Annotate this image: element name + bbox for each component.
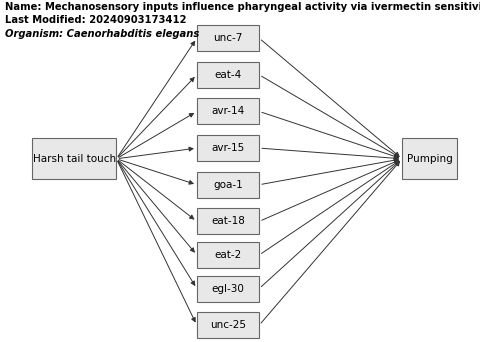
Text: eat-18: eat-18 [211, 216, 245, 226]
FancyBboxPatch shape [33, 138, 116, 180]
Text: eat-2: eat-2 [215, 250, 241, 260]
FancyBboxPatch shape [197, 208, 259, 234]
FancyBboxPatch shape [197, 135, 259, 161]
Text: Organism: Caenorhabditis elegans: Organism: Caenorhabditis elegans [5, 29, 199, 39]
Text: Pumping: Pumping [407, 154, 453, 164]
FancyBboxPatch shape [197, 25, 259, 51]
Text: avr-14: avr-14 [211, 106, 245, 117]
Text: Name: Mechanosensory inputs influence pharyngeal activity via ivermectin sensiti: Name: Mechanosensory inputs influence ph… [5, 2, 480, 12]
FancyBboxPatch shape [197, 312, 259, 338]
FancyBboxPatch shape [197, 242, 259, 268]
Text: avr-15: avr-15 [211, 143, 245, 153]
Text: eat-4: eat-4 [215, 70, 241, 80]
Text: Harsh tail touch: Harsh tail touch [33, 154, 116, 164]
Text: unc-25: unc-25 [210, 320, 246, 330]
Text: egl-30: egl-30 [212, 284, 244, 293]
FancyBboxPatch shape [197, 98, 259, 124]
FancyBboxPatch shape [402, 138, 457, 180]
FancyBboxPatch shape [197, 276, 259, 302]
Text: Last Modified: 20240903173412: Last Modified: 20240903173412 [5, 15, 186, 25]
Text: goa-1: goa-1 [213, 180, 243, 190]
FancyBboxPatch shape [197, 62, 259, 88]
FancyBboxPatch shape [197, 172, 259, 198]
Text: unc-7: unc-7 [213, 33, 243, 43]
